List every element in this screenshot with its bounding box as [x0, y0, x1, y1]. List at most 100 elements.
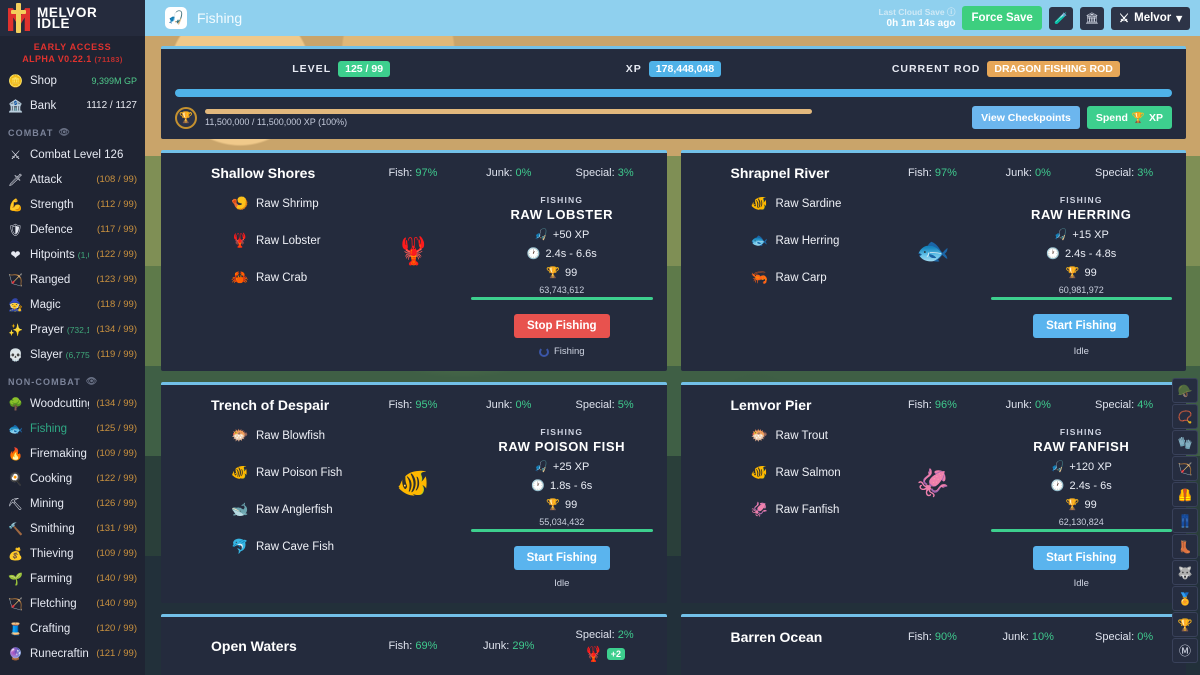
stat-label: Fish:	[388, 640, 413, 652]
sidebar-item-woodcutting[interactable]: 🌳 Woodcutting (134 / 99)	[0, 391, 145, 416]
fishing-area-card[interactable]: Shallow Shores Fish: 97% Junk: 0% Special: …	[161, 150, 667, 371]
sidebar-item-runecrafting[interactable]: 🔮 Runecrafting (121 / 99)	[0, 641, 145, 666]
weapon-slot[interactable]: 🏹	[1172, 456, 1198, 481]
brand-header[interactable]: MELVOR IDLE	[0, 0, 145, 36]
fish-list-item[interactable]: 🐬 Raw Cave Fish	[231, 538, 356, 555]
legs-slot[interactable]: 👖	[1172, 508, 1198, 533]
start-fishing-button[interactable]: Start Fishing	[513, 546, 610, 570]
fishing-area-card[interactable]: Shrapnel River Fish: 97% Junk: 0% Special: …	[680, 150, 1186, 371]
stat-value: 29%	[512, 640, 535, 652]
stop-fishing-button[interactable]: Stop Fishing	[513, 314, 610, 338]
stat-value: 90%	[934, 631, 957, 643]
fish-list-item[interactable]: 🐠 Raw Poison Fish	[231, 464, 356, 481]
trophy-slot[interactable]: 🏆	[1172, 612, 1198, 637]
fish-list-item[interactable]: 🐡 Raw Trout	[751, 427, 876, 444]
stat-value: 4%	[1137, 399, 1154, 411]
user-menu[interactable]: ⚔ Melvor ▾	[1110, 6, 1190, 30]
melvor-slot[interactable]: Ⓜ	[1172, 638, 1198, 663]
fish-list-item[interactable]: 🦐 Raw Carp	[751, 269, 876, 286]
skill-label: Mining	[30, 497, 64, 510]
mastery-row: 🏆 99	[471, 498, 652, 512]
fish-list-item[interactable]: 🐠 Raw Sardine	[751, 195, 876, 212]
sidebar-item-fletching[interactable]: 🏹 Fletching (140 / 99)	[0, 591, 145, 616]
sidebar-item-shop[interactable]: 🪙 Shop 9,399M GP	[0, 68, 145, 93]
fishing-icon: 🎣	[534, 461, 548, 473]
start-fishing-button[interactable]: Start Fishing	[1033, 546, 1130, 570]
skill-label: Magic	[30, 298, 61, 311]
fishing-area-card[interactable]: Open Waters Fish: 69% Junk: 29% Special: 2%…	[161, 614, 667, 675]
helmet-slot[interactable]: 🪖	[1172, 378, 1198, 403]
skill-level: (122 / 99)	[96, 473, 137, 484]
view-checkpoints-button[interactable]: View Checkpoints	[972, 106, 1080, 129]
stat-label: Fish:	[388, 167, 413, 179]
stat-label: Junk:	[483, 640, 510, 652]
medal-slot[interactable]: 🏅	[1172, 586, 1198, 611]
skill-level: (121 / 99)	[96, 648, 137, 659]
sidebar-item-hitpoints[interactable]: ❤ Hitpoints(1,000) (122 / 99)	[0, 242, 145, 267]
skill-label: Cooking	[30, 472, 73, 485]
sidebar-item-mining[interactable]: ⛏ Mining (126 / 99)	[0, 491, 145, 516]
strength-icon: 💪	[8, 197, 23, 212]
brand-line2: IDLE	[37, 16, 71, 31]
sidebar-item-defence[interactable]: 🛡 Defence (117 / 99)	[0, 217, 145, 242]
stat-label: Special:	[575, 399, 615, 411]
skill-level: (109 / 99)	[96, 448, 137, 459]
sidebar-item-crafting[interactable]: 🧵 Crafting (120 / 99)	[0, 616, 145, 641]
fishing-area-card[interactable]: Lemvor Pier Fish: 96% Junk: 0% Special: 4% 🐡…	[680, 382, 1186, 603]
stat-value: 10%	[1031, 631, 1054, 643]
eye-icon[interactable]: 👁	[58, 127, 71, 137]
cloud-save-label: Last Cloud Save	[878, 7, 945, 17]
time-row: 🕐 2.4s - 4.8s	[991, 247, 1172, 261]
xp-row: 🎣 +15 XP	[991, 228, 1172, 242]
area-status: Idle	[991, 346, 1172, 357]
sidebar-item-magic[interactable]: 🧙 Magic (118 / 99)	[0, 292, 145, 317]
familiar-slot[interactable]: 🐺	[1172, 560, 1198, 585]
bank-chest-icon[interactable]: 🏛	[1079, 6, 1104, 30]
fishing-area-card[interactable]: Trench of Despair Fish: 95% Junk: 0% Specia…	[161, 382, 667, 603]
amulet-slot[interactable]: 📿	[1172, 404, 1198, 429]
sidebar-item-farming[interactable]: 🌱 Farming (140 / 99)	[0, 566, 145, 591]
boots-slot[interactable]: 👢	[1172, 534, 1198, 559]
sidebar-item-strength[interactable]: 💪 Strength (112 / 99)	[0, 192, 145, 217]
fish-list-item[interactable]: 🦞 Raw Lobster	[231, 232, 356, 249]
sidebar-item-combat-level-126[interactable]: ⚔ Combat Level 126	[0, 142, 145, 167]
sidebar-item-prayer[interactable]: ✨ Prayer(732,195) (134 / 99)	[0, 317, 145, 342]
bank-icon: 🏦	[8, 98, 23, 113]
area-stat-junk: Junk: 0%	[461, 167, 557, 179]
fish-icon: 🐠	[750, 195, 768, 211]
stat-label: Fish:	[907, 631, 932, 643]
skill-level: (108 / 99)	[96, 174, 137, 185]
start-fishing-button[interactable]: Start Fishing	[1033, 314, 1130, 338]
spend-mastery-xp-button[interactable]: Spend 🏆 XP	[1086, 106, 1172, 129]
fish-list-item[interactable]: 🐟 Raw Herring	[751, 232, 876, 249]
sidebar-item-attack[interactable]: 🗡 Attack (108 / 99)	[0, 167, 145, 192]
sidebar-item-thieving[interactable]: 💰 Thieving (109 / 99)	[0, 541, 145, 566]
fish-list-item[interactable]: 🦑 Raw Fanfish	[751, 501, 876, 518]
sidebar-item-firemaking[interactable]: 🔥 Firemaking (109 / 99)	[0, 441, 145, 466]
top-bar: 🎣 Fishing Last Cloud Save ⓘ 0h 1m 14s ag…	[145, 0, 1200, 36]
fish-list-item[interactable]: 🍤 Raw Shrimp	[231, 195, 356, 212]
body-slot[interactable]: 🦺	[1172, 482, 1198, 507]
sidebar-item-fishing[interactable]: 🐟 Fishing (125 / 99)	[0, 416, 145, 441]
sidebar-item-slayer[interactable]: 💀 Slayer(6,775K) (119 / 99)	[0, 342, 145, 367]
gloves-slot[interactable]: 🧤	[1172, 430, 1198, 455]
mastery-level: 99	[564, 498, 578, 511]
mastery-xp: 63,743,612	[539, 285, 585, 295]
sidebar-item-cooking[interactable]: 🍳 Cooking (122 / 99)	[0, 466, 145, 491]
sidebar-item-bank[interactable]: 🏦 Bank 1112 / 1127	[0, 93, 145, 118]
mastery-bar	[471, 297, 653, 300]
fish-icon: 🐬	[231, 538, 249, 554]
fish-list-item[interactable]: 🐡 Raw Blowfish	[231, 427, 356, 444]
force-save-button[interactable]: Force Save	[962, 6, 1042, 30]
fishing-area-card[interactable]: Barren Ocean Fish: 90% Junk: 10% Special: 0…	[680, 614, 1186, 675]
fish-list-item[interactable]: 🐋 Raw Anglerfish	[231, 501, 356, 518]
fish-list: 🍤 Raw Shrimp 🦞 Raw Lobster 🦀 Raw Crab	[175, 195, 356, 357]
skill-label: Smithing	[30, 522, 75, 535]
sidebar-item-ranged[interactable]: 🏹 Ranged (123 / 99)	[0, 267, 145, 292]
fish-list-item[interactable]: 🦀 Raw Crab	[231, 269, 356, 286]
potion-icon[interactable]: 🧪	[1048, 6, 1073, 30]
eye-icon[interactable]: 👁	[85, 376, 99, 386]
sidebar-item-smithing[interactable]: 🔨 Smithing (131 / 99)	[0, 516, 145, 541]
fish-list-item[interactable]: 🐠 Raw Salmon	[751, 464, 876, 481]
time-row: 🕐 2.4s - 6s	[991, 479, 1172, 493]
